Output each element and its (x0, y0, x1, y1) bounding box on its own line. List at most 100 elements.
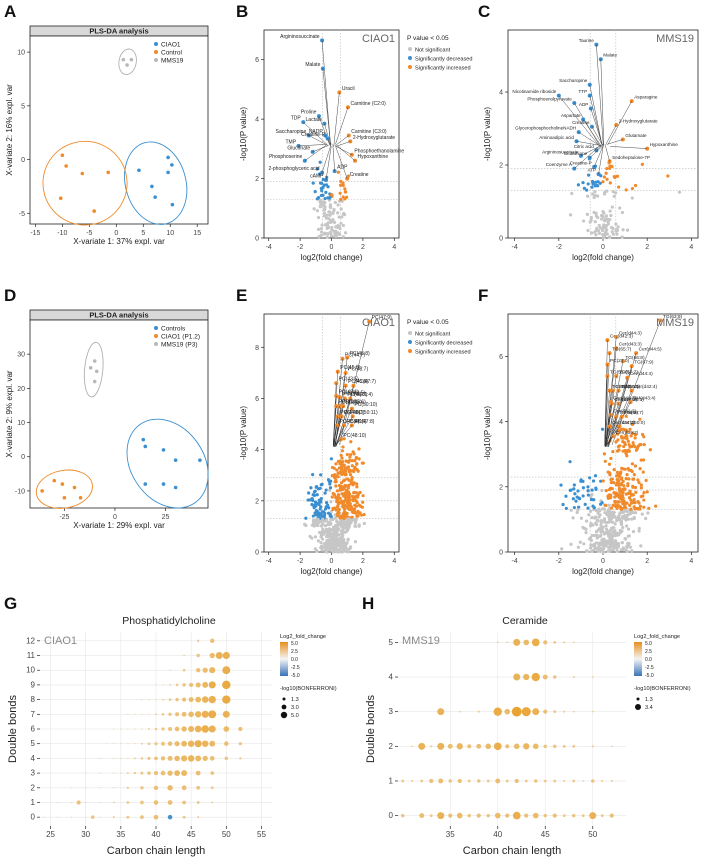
y-tick-label: 1 (389, 776, 394, 785)
bubble (195, 711, 202, 718)
colorbar-tick: 0.0 (645, 657, 652, 663)
data-point (342, 503, 346, 507)
data-point (599, 521, 603, 525)
bubble (147, 771, 151, 775)
bubble (610, 779, 613, 783)
y-tick-label: 0 (499, 236, 503, 243)
data-point (336, 543, 340, 548)
bubble (543, 779, 547, 783)
x-tick-label: -2 (556, 558, 562, 565)
point-label: Uracil (342, 86, 355, 92)
data-point (336, 224, 340, 228)
data-point (308, 534, 312, 539)
data-point (615, 174, 620, 178)
point-label: TG(58:9) (619, 410, 639, 416)
labelled-point (340, 356, 345, 361)
data-point (356, 509, 360, 514)
data-point (569, 488, 573, 492)
y-tick-label: 2 (31, 783, 36, 792)
bubble (401, 779, 405, 783)
data-point (315, 167, 319, 171)
bubble (591, 710, 594, 713)
bubble (572, 675, 575, 679)
data-point (324, 501, 329, 505)
data-point (632, 498, 636, 502)
data-point (323, 518, 328, 523)
labelled-point (345, 355, 350, 360)
point-label: PC(46:8) (350, 351, 370, 357)
data-point (619, 477, 624, 481)
bubble (127, 713, 129, 715)
data-point (644, 478, 648, 483)
data-point (355, 514, 359, 518)
label-leader (604, 353, 610, 446)
data-point (626, 439, 630, 443)
bubble (140, 757, 144, 760)
label-leader (604, 426, 610, 447)
point-label: Phosphoenolpyruvate (527, 96, 572, 101)
bubble (201, 710, 209, 718)
bubble (610, 745, 613, 748)
data-point (581, 525, 585, 530)
data-point (598, 226, 603, 230)
bubble (513, 673, 521, 681)
size-legend-value: 5.0 (291, 713, 299, 719)
label-leader (332, 406, 337, 445)
data-point (606, 539, 610, 543)
bubble (201, 725, 209, 733)
bubble (524, 779, 528, 783)
label-leader (332, 144, 335, 172)
label-leader (325, 146, 332, 181)
x-tick-label: 45 (187, 830, 196, 839)
data-point (622, 508, 626, 513)
data-point (306, 498, 310, 502)
y-tick-label: 0 (255, 236, 259, 243)
bubble (238, 726, 243, 732)
data-point (325, 213, 330, 217)
bubble (113, 743, 115, 745)
bubble (222, 695, 231, 704)
bubble (154, 756, 158, 761)
data-point (326, 520, 330, 524)
labelled-point (334, 423, 339, 428)
data-point (631, 529, 636, 534)
data-point (630, 517, 634, 521)
data-point (326, 523, 330, 527)
label-leader (607, 366, 632, 447)
labelled-point (341, 404, 346, 409)
data-point (593, 190, 597, 194)
data-point (161, 448, 166, 452)
data-point (618, 428, 622, 432)
data-point (321, 517, 325, 521)
bubble (222, 680, 231, 690)
data-point (564, 506, 568, 511)
bubble (113, 757, 115, 759)
data-point (628, 503, 632, 507)
data-point (317, 530, 322, 535)
x-axis-label: X-variate 1: 37% expl. var (73, 237, 165, 246)
label-leader (574, 145, 601, 169)
label-leader (610, 146, 648, 149)
data-point (648, 448, 652, 452)
label-leader (312, 145, 329, 153)
data-point (633, 436, 637, 440)
bubble (523, 639, 530, 646)
point-label: GlycerophosphocholineNADH (515, 126, 576, 131)
data-point (339, 519, 344, 523)
bubble (532, 743, 539, 750)
bubble (600, 814, 604, 818)
data-point (612, 480, 616, 485)
data-point (342, 464, 346, 468)
data-point (615, 480, 620, 485)
data-point (354, 494, 358, 498)
data-point (629, 501, 634, 505)
data-point (328, 205, 332, 209)
data-point (342, 500, 346, 504)
data-point (336, 493, 341, 497)
data-point (601, 529, 605, 534)
bubble (552, 813, 557, 818)
point-label: Cer(d50:0) (622, 420, 645, 426)
data-point (330, 225, 334, 230)
data-point (357, 523, 361, 527)
data-point (333, 231, 337, 236)
